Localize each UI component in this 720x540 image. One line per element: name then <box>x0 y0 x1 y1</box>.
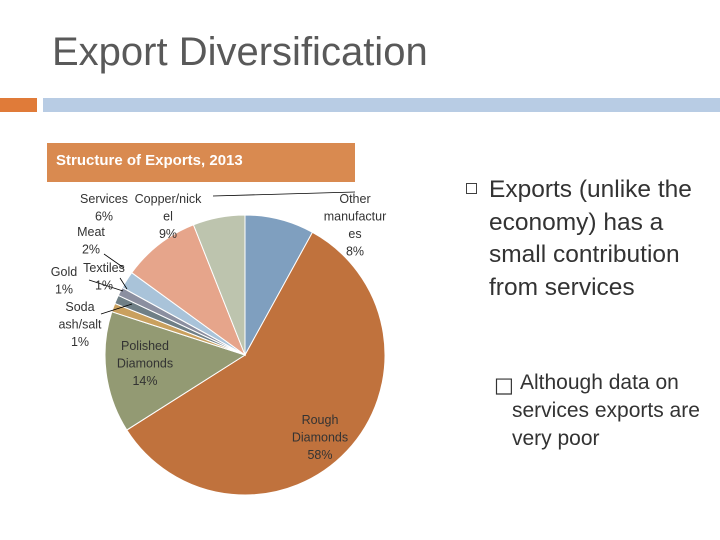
leader-line <box>212 191 356 197</box>
pie-slice-copper-nickel <box>131 224 247 357</box>
pie-slice-rough-diamonds <box>126 231 386 496</box>
leader-line <box>119 277 128 290</box>
leader-line <box>103 253 125 269</box>
slice-label-other-manufactures: Other manufactur es 8% <box>324 192 387 259</box>
slice-label-rough-diamonds: Rough Diamonds 58% <box>292 413 348 462</box>
title-rule-accent <box>0 98 37 112</box>
slice-label-soda-ash-salt: Soda ash/salt 1% <box>58 300 102 349</box>
slide-title: Export Diversification <box>52 30 428 74</box>
chart-title: Structure of Exports, 2013 <box>56 152 243 169</box>
slice-label-polished-diamonds: Polished Diamonds 14% <box>117 339 173 388</box>
title-rule <box>43 98 720 112</box>
bullet-marker <box>466 183 477 194</box>
chart-header-bar <box>47 143 355 182</box>
slice-label-services: Services 6% <box>80 192 128 224</box>
bullet-sub-text: Although data on services exports are ve… <box>512 371 700 450</box>
sub-bullet-marker: □ <box>494 373 514 397</box>
pie-slice-polished-diamonds <box>104 311 247 431</box>
slice-label-copper-nickel: Copper/nick el 9% <box>135 192 202 241</box>
leader-line <box>88 279 124 292</box>
leader-line <box>100 303 133 315</box>
slice-label-textiles: Textiles 1% <box>83 261 125 293</box>
pie-slice-services <box>192 214 246 356</box>
slice-label-meat: Meat 2% <box>77 225 105 257</box>
slice-label-gold: Gold 1% <box>51 265 77 297</box>
bullet-main-text: Exports (unlike the economy) has a small… <box>489 176 692 301</box>
